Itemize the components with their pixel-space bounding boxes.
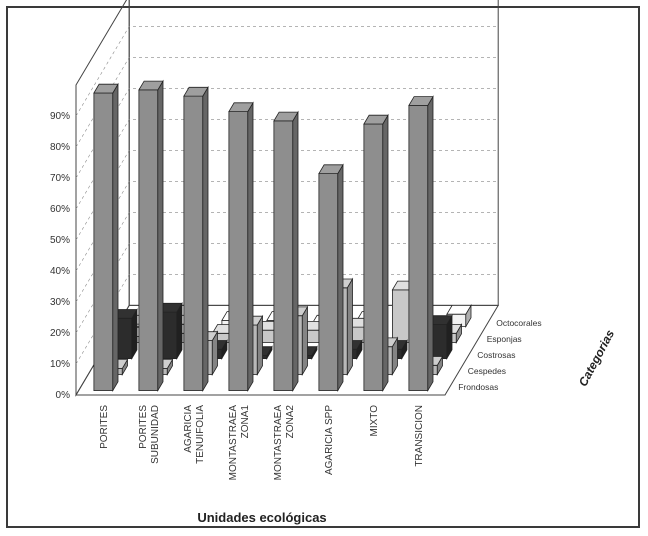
svg-text:ZONA2: ZONA2 bbox=[285, 405, 296, 439]
bar-frondosas-2 bbox=[183, 85, 209, 393]
x-category-label: TRANSICION bbox=[414, 405, 425, 467]
svg-text:SUBUNIDAD: SUBUNIDAD bbox=[150, 405, 161, 464]
bar-frondosas-7 bbox=[408, 95, 434, 393]
y-tick-label: 20% bbox=[50, 328, 70, 339]
bar-frondosas-6 bbox=[363, 113, 389, 393]
chart-bars bbox=[93, 79, 472, 393]
svg-text:TENUIFOLIA: TENUIFOLIA bbox=[195, 405, 206, 464]
x-category-label: PORITES SUBUNIDAD bbox=[138, 405, 161, 464]
svg-text:ZONA1: ZONA1 bbox=[240, 405, 251, 439]
gridline bbox=[75, 57, 499, 148]
svg-text:AGARICIA SPP: AGARICIA SPP bbox=[324, 405, 335, 475]
y-tick-label: 40% bbox=[50, 266, 70, 277]
series-label-cespedes: Cespedes bbox=[468, 366, 506, 376]
x-category-label: MONTASTRAEA ZONA2 bbox=[273, 405, 296, 481]
y-tick-label: 10% bbox=[50, 359, 70, 370]
z-axis-title: Categorias bbox=[576, 327, 618, 389]
bar-frondosas-4 bbox=[273, 110, 299, 393]
y-tick-label: 60% bbox=[50, 204, 70, 215]
svg-text:AGARICIA: AGARICIA bbox=[183, 405, 194, 453]
series-label-octocorales: Octocorales bbox=[496, 318, 541, 328]
svg-text:PORITES: PORITES bbox=[138, 405, 149, 449]
y-tick-label: 90% bbox=[50, 111, 70, 122]
series-labels: Frondosas Cespedes Costrosas Esponjas Octoco… bbox=[458, 318, 541, 392]
y-tick-label: 0% bbox=[56, 390, 71, 401]
series-label-esponjas: Esponjas bbox=[487, 334, 522, 344]
series-label-costrosas: Costrosas bbox=[477, 350, 515, 360]
bar-frondosas-3 bbox=[228, 101, 254, 393]
x-axis-categories: PORITES PORITES SUBUNIDAD AGARICIA TENUIFOLI… bbox=[99, 405, 425, 481]
svg-text:PORITES: PORITES bbox=[99, 405, 110, 449]
bar-frondosas-0 bbox=[93, 82, 119, 393]
svg-text:MONTASTRAEA: MONTASTRAEA bbox=[273, 405, 284, 481]
gridline bbox=[75, 88, 499, 179]
y-tick-label: 70% bbox=[50, 173, 70, 184]
svg-text:TRANSICION: TRANSICION bbox=[414, 405, 425, 467]
svg-text:MONTASTRAEA: MONTASTRAEA bbox=[228, 405, 239, 481]
x-category-label: PORITES bbox=[99, 405, 110, 449]
gridline bbox=[75, 26, 499, 117]
x-category-label: MONTASTRAEA ZONA1 bbox=[228, 405, 251, 481]
x-category-label: AGARICIA SPP bbox=[324, 405, 335, 475]
x-category-label: AGARICIA TENUIFOLIA bbox=[183, 405, 206, 464]
y-tick-label: 50% bbox=[50, 235, 70, 246]
series-label-frondosas: Frondosas bbox=[458, 382, 498, 392]
x-axis-title: Unidades ecológicas bbox=[197, 510, 326, 525]
bar-frondosas-5 bbox=[318, 163, 344, 393]
y-tick-label: 80% bbox=[50, 142, 70, 153]
x-category-label: MIXTO bbox=[369, 405, 380, 437]
bar-frondosas-1 bbox=[138, 79, 164, 393]
svg-text:MIXTO: MIXTO bbox=[369, 405, 380, 437]
y-tick-label: 30% bbox=[50, 297, 70, 308]
